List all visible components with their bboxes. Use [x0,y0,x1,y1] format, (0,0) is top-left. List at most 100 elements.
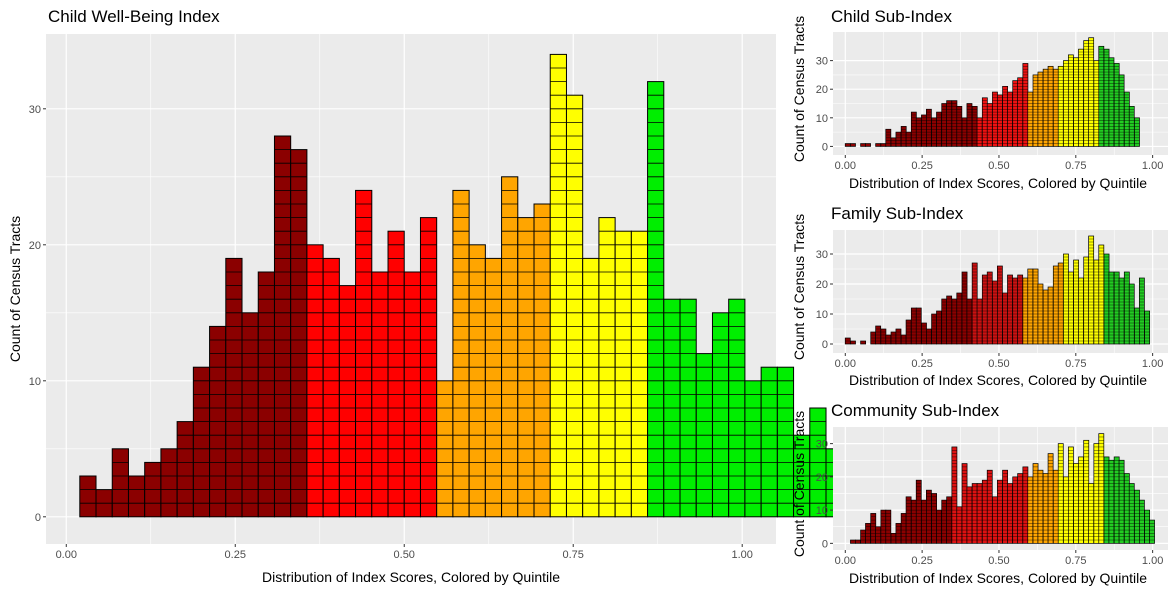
bar-rect [956,506,963,544]
histogram-bar [1063,60,1069,147]
histogram-bar [1113,456,1120,544]
bar-cell-lines [1078,280,1084,342]
y-axis-ticks: 0 10 20 30 [29,104,46,524]
histogram-bar [1073,57,1079,147]
histogram-bar [875,325,882,345]
bar-cell-lines [962,466,968,541]
histogram-bar [1118,277,1125,345]
histogram-bar [992,280,998,345]
chart-title: Family Sub-Index [831,204,964,223]
bar-cell-lines [1007,486,1013,541]
bar-cell-lines [1033,466,1039,541]
y-axis-ticks: 0 10 20 30 [816,56,833,153]
y-tick-label: 10 [816,505,828,517]
histogram-bar [322,257,340,518]
bar-rect [1123,91,1130,147]
bar-cell-lines [1093,446,1099,541]
bar-rect [1083,439,1090,544]
histogram-bar [941,298,948,345]
bar-cell-lines [631,244,648,504]
bar-cell-lines [1022,470,1028,541]
bar-rect [1123,473,1130,544]
bar-rect [630,230,649,518]
histogram-bar [981,274,988,345]
bar-cell-lines [880,331,886,342]
x-axis-label: Distribution of Index Scores, Colored by… [849,570,1147,586]
histogram-bar [1047,65,1054,147]
histogram-bar [910,307,917,345]
histogram-bar [915,479,922,544]
histogram-bar [860,529,867,544]
histogram-bar [926,328,932,345]
x-tick-label: 1.00 [1142,358,1163,370]
bar-rect [941,298,948,345]
histogram-bar [885,509,892,544]
bar-cell-lines [1144,313,1150,342]
bar-cell-lines [921,503,927,541]
bar-rect [981,274,988,345]
bar-rect [981,97,988,147]
bar-rect [966,298,973,345]
histogram-bar [951,446,958,544]
histogram-bar [127,475,146,518]
chart-title: Child Sub-Index [831,7,952,26]
bar-cell-lines [1083,259,1089,342]
bar-cell-lines [941,106,947,144]
bar-rect [1042,473,1049,544]
histogram-bar [895,131,902,147]
histogram-bar [931,117,938,147]
bar-cell-lines [926,331,932,342]
histogram-bar [875,143,882,147]
x-tick-label: 0.00 [835,358,856,370]
bar-cell-lines [962,274,968,342]
histogram-bar [880,509,887,544]
histogram-bar [355,189,373,518]
y-tick-label: 30 [29,104,41,116]
bar-rect [1002,292,1008,345]
bar-cell-lines [962,120,968,144]
histogram-bar [1022,63,1029,147]
bar-cell-lines [1068,57,1074,144]
x-tick-label: 0.50 [988,358,1009,370]
bar-cell-lines [728,312,745,504]
bar-cell-lines [1114,460,1120,541]
histogram-bar [976,298,983,345]
x-axis-ticks: 0.00 0.25 0.50 0.75 1.00 [835,155,1163,172]
histogram-bar [176,421,194,518]
bar-cell-lines [1037,286,1043,342]
histogram-bar [1098,45,1105,147]
histogram-bar [501,176,519,518]
bar-cell-lines [906,134,912,144]
bar-rect [936,310,942,345]
histogram-bar [966,298,973,345]
histogram-bar [931,313,938,345]
histogram-bar [1032,74,1039,147]
bar-rect [1017,274,1024,345]
bar-cell-lines [956,295,962,342]
y-tick-label: 0 [822,339,828,351]
histogram-bar [1027,476,1034,544]
bar-cell-lines [901,129,907,144]
bar-cell-lines [1043,71,1049,144]
bar-rect [966,103,973,147]
bar-cell-lines [1088,486,1094,541]
bar-cell-lines [1053,473,1059,541]
bar-cell-lines [777,380,794,504]
histogram-bar [986,271,993,345]
histogram-bar [1047,286,1054,345]
bar-rect [501,176,519,518]
histogram-bar [1007,274,1013,345]
x-tick-label: 0.50 [988,555,1009,567]
y-tick-label: 0 [35,512,41,524]
bar-cell-lines [1043,292,1049,342]
histogram-bar [880,143,887,147]
histogram-bar [1108,459,1115,544]
histogram-bar [996,265,1003,345]
bar-cell-lines [1058,265,1064,342]
histogram-bar [880,328,887,345]
bar-cell-lines [921,325,927,342]
histogram-bar [1002,292,1008,345]
bar-cell-lines [992,499,998,541]
bar-rect [176,421,194,518]
bar-rect [895,131,902,147]
